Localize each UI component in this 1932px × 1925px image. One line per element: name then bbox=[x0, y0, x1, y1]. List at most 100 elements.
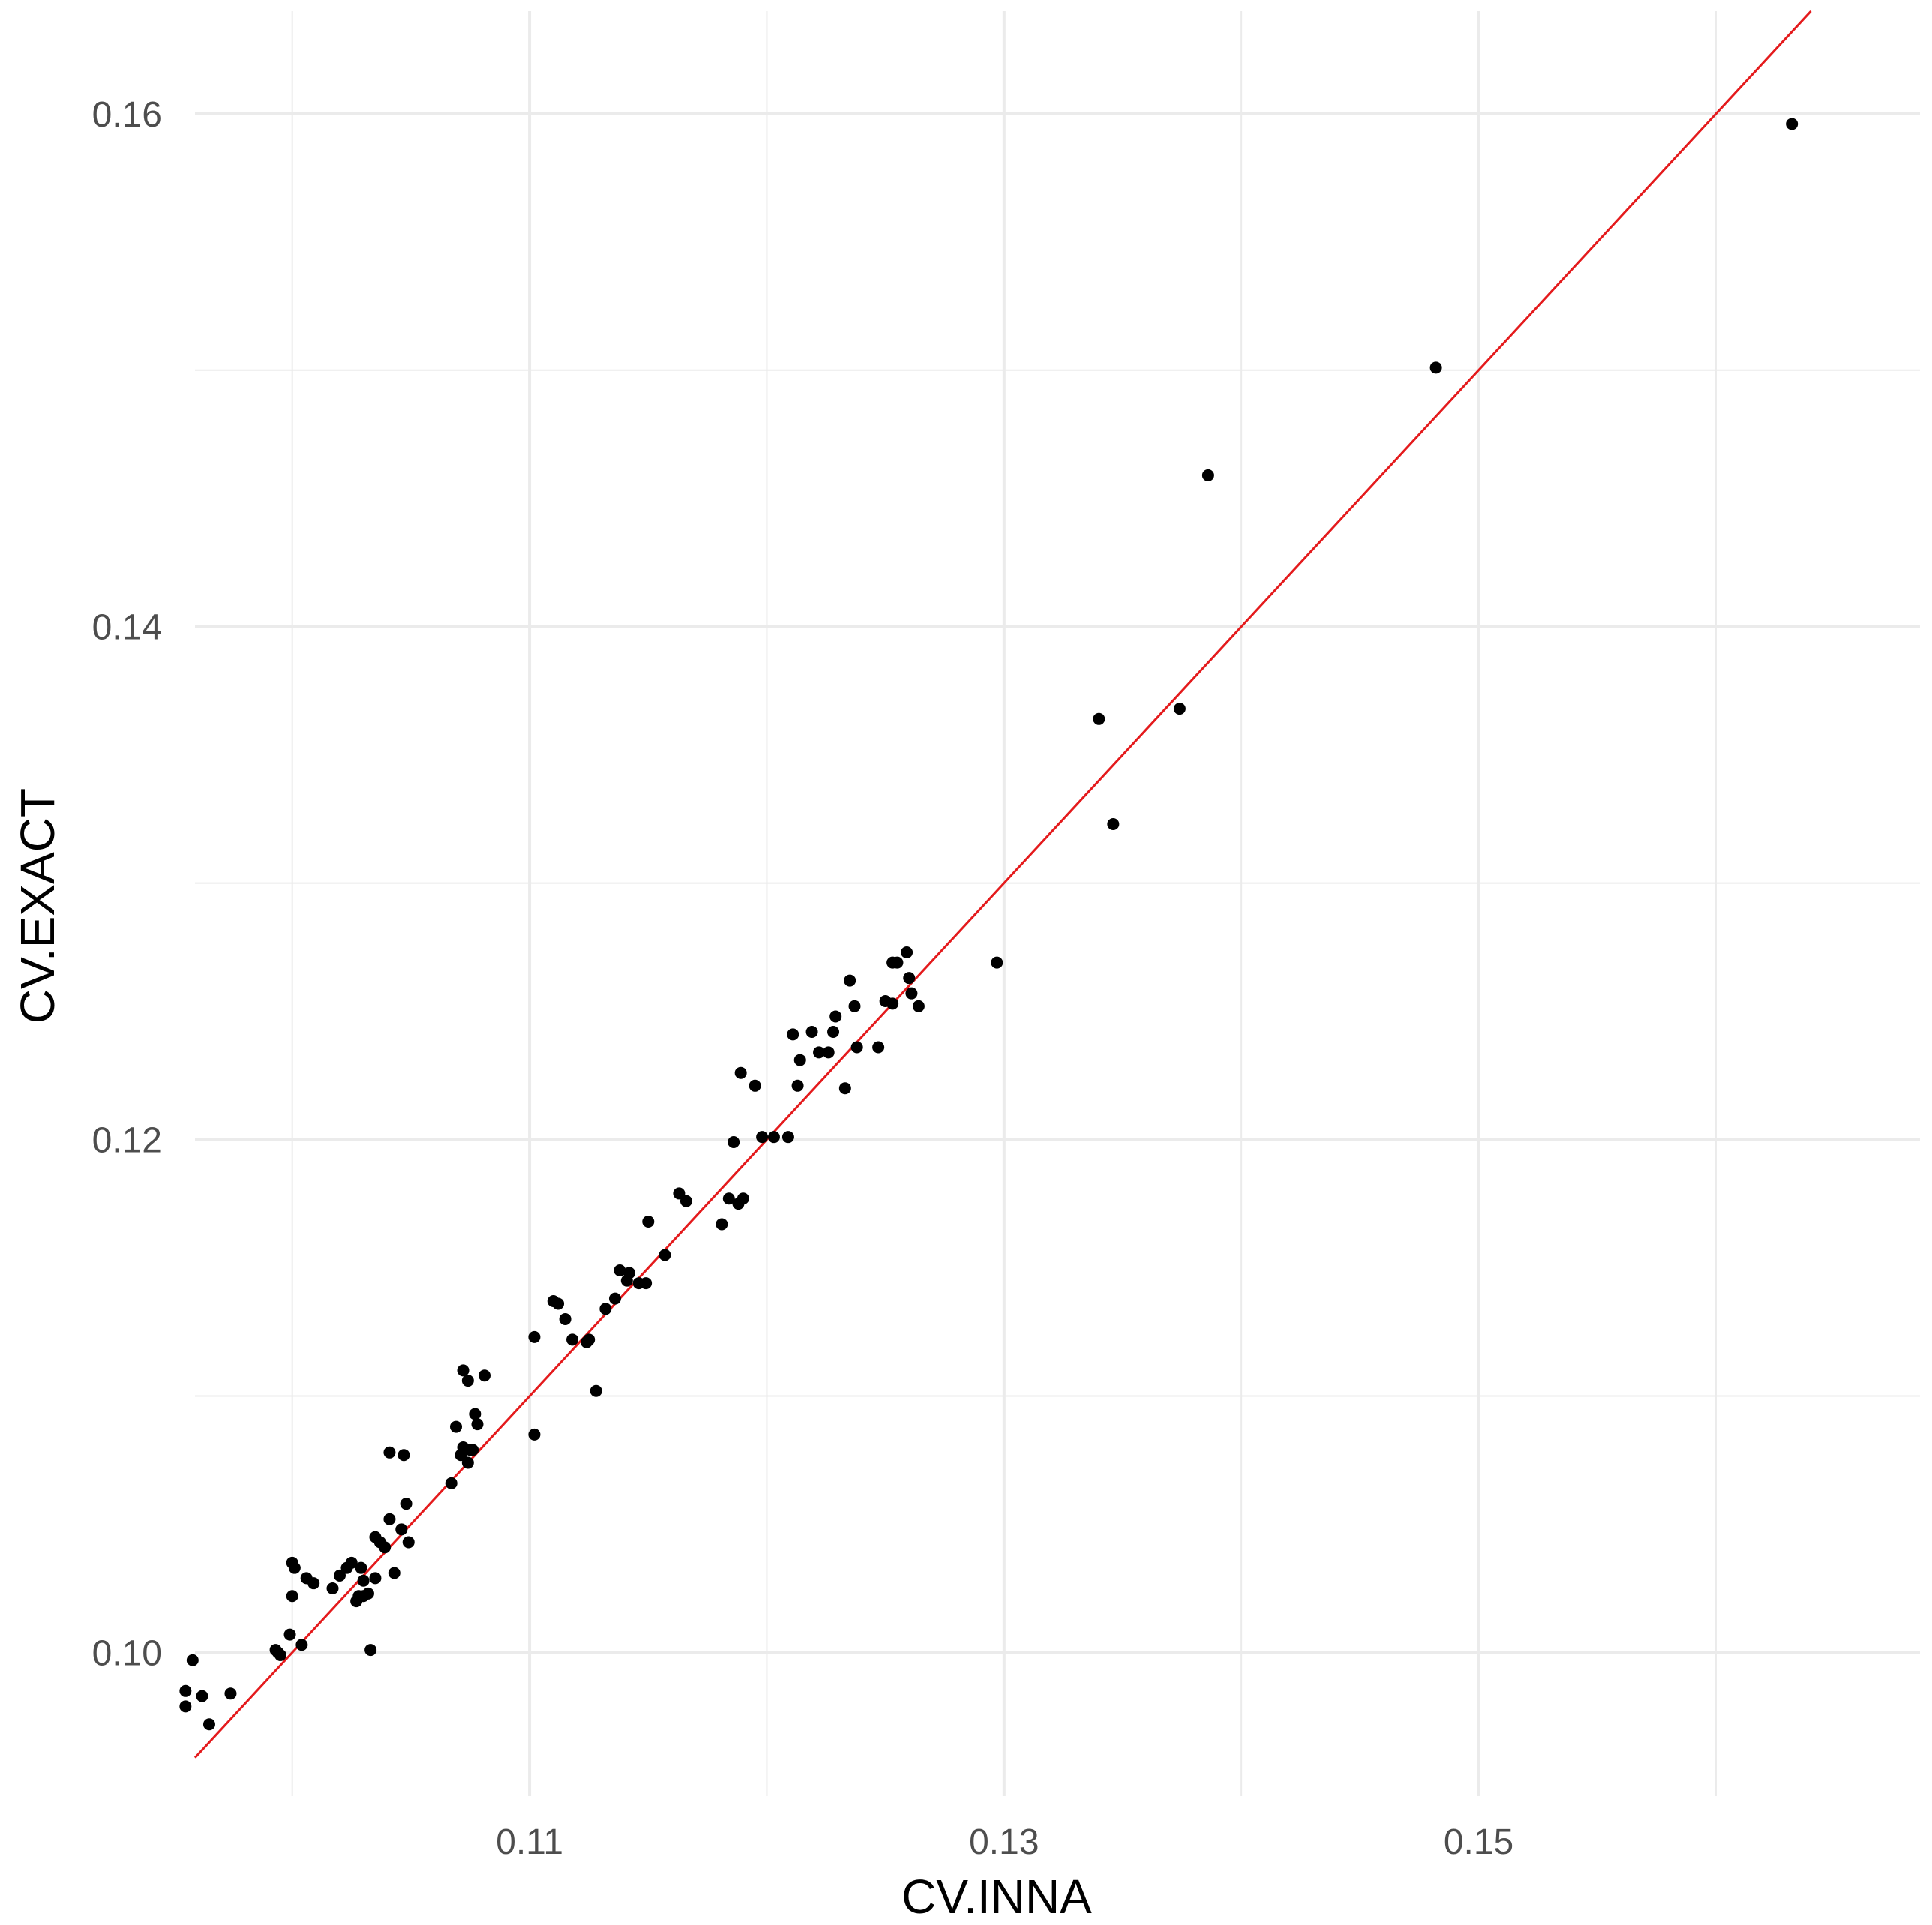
data-point bbox=[333, 1569, 346, 1582]
data-point bbox=[395, 1523, 408, 1536]
data-point bbox=[716, 1218, 728, 1231]
data-point bbox=[362, 1587, 374, 1600]
data-point bbox=[224, 1687, 237, 1700]
data-point bbox=[748, 1079, 761, 1092]
data-point bbox=[912, 1000, 925, 1012]
data-point bbox=[566, 1333, 579, 1346]
data-point bbox=[445, 1477, 458, 1489]
data-point bbox=[794, 1054, 806, 1066]
data-point bbox=[286, 1590, 298, 1603]
x-axis-title: CV.INNA bbox=[902, 1870, 1092, 1924]
data-point bbox=[614, 1264, 626, 1276]
y-tick-label: 0.14 bbox=[92, 608, 162, 648]
data-point bbox=[288, 1561, 301, 1574]
data-point bbox=[369, 1572, 382, 1585]
data-point bbox=[326, 1582, 339, 1595]
data-point bbox=[379, 1541, 392, 1554]
data-point bbox=[383, 1513, 396, 1525]
data-point bbox=[905, 987, 918, 1000]
data-point bbox=[838, 1082, 851, 1095]
data-point bbox=[528, 1330, 541, 1343]
data-point bbox=[450, 1420, 463, 1433]
data-point bbox=[179, 1684, 192, 1697]
data-point bbox=[872, 1041, 885, 1054]
data-point bbox=[850, 1041, 863, 1054]
data-point bbox=[274, 1648, 286, 1661]
data-point bbox=[608, 1292, 621, 1305]
data-point bbox=[848, 1000, 861, 1012]
data-point bbox=[398, 1449, 410, 1462]
data-point bbox=[179, 1700, 192, 1713]
data-point bbox=[782, 1131, 794, 1144]
data-point bbox=[1430, 361, 1442, 374]
data-point bbox=[813, 1046, 826, 1059]
data-point bbox=[345, 1556, 358, 1569]
x-axis-tick-labels: 0.11 0.13 0.15 bbox=[496, 1822, 1514, 1862]
data-point bbox=[196, 1690, 208, 1702]
data-point bbox=[364, 1644, 377, 1657]
data-point bbox=[756, 1131, 769, 1144]
data-point bbox=[680, 1195, 692, 1207]
data-point bbox=[901, 946, 914, 958]
x-tick-label: 0.15 bbox=[1444, 1822, 1514, 1862]
data-point bbox=[583, 1333, 596, 1346]
data-point bbox=[383, 1446, 396, 1459]
data-point bbox=[806, 1025, 818, 1038]
x-tick-label: 0.13 bbox=[969, 1822, 1039, 1862]
data-point bbox=[296, 1639, 308, 1651]
data-point bbox=[357, 1574, 370, 1587]
data-point bbox=[1786, 118, 1798, 130]
data-point bbox=[728, 1136, 740, 1149]
data-point bbox=[469, 1408, 482, 1420]
data-point bbox=[891, 956, 904, 969]
data-point bbox=[478, 1369, 490, 1382]
data-point bbox=[736, 1192, 749, 1205]
major-gridlines bbox=[195, 11, 1920, 1796]
y-tick-label: 0.12 bbox=[92, 1121, 162, 1161]
data-point bbox=[622, 1267, 635, 1279]
data-point bbox=[1093, 712, 1106, 725]
data-point bbox=[308, 1577, 320, 1590]
data-point bbox=[903, 972, 916, 985]
data-point bbox=[886, 997, 899, 1010]
data-point bbox=[787, 1028, 800, 1041]
data-point bbox=[471, 1418, 484, 1431]
data-point bbox=[1202, 469, 1214, 481]
data-point bbox=[734, 1066, 747, 1079]
data-point bbox=[461, 1456, 474, 1469]
data-point bbox=[767, 1131, 780, 1144]
data-point bbox=[461, 1375, 474, 1387]
data-point bbox=[284, 1628, 296, 1641]
data-point bbox=[844, 974, 856, 987]
data-point bbox=[388, 1567, 400, 1579]
data-point bbox=[791, 1079, 804, 1092]
data-point bbox=[658, 1249, 671, 1261]
data-point bbox=[457, 1364, 470, 1377]
data-point bbox=[202, 1718, 215, 1731]
data-point bbox=[355, 1561, 368, 1574]
data-point bbox=[559, 1312, 572, 1325]
data-point bbox=[552, 1297, 565, 1310]
data-point bbox=[186, 1654, 199, 1666]
minor-gridlines bbox=[195, 11, 1920, 1796]
data-point bbox=[642, 1216, 655, 1228]
data-point bbox=[528, 1428, 541, 1441]
data-point bbox=[827, 1025, 840, 1038]
data-point bbox=[402, 1536, 415, 1549]
data-points bbox=[179, 118, 1798, 1731]
data-point bbox=[466, 1444, 479, 1456]
x-tick-label: 0.11 bbox=[496, 1822, 563, 1862]
data-point bbox=[991, 956, 1004, 969]
data-point bbox=[640, 1277, 652, 1290]
data-point bbox=[822, 1046, 835, 1059]
data-point bbox=[830, 1010, 842, 1023]
data-point bbox=[590, 1384, 602, 1397]
y-tick-label: 0.16 bbox=[92, 95, 162, 135]
data-point bbox=[1107, 817, 1120, 830]
y-axis-title: CV.EXACT bbox=[10, 788, 64, 1024]
data-point bbox=[673, 1187, 686, 1200]
y-axis-tick-labels: 0.10 0.12 0.14 0.16 bbox=[92, 95, 162, 1674]
y-tick-label: 0.10 bbox=[92, 1634, 162, 1674]
data-point bbox=[599, 1303, 612, 1315]
